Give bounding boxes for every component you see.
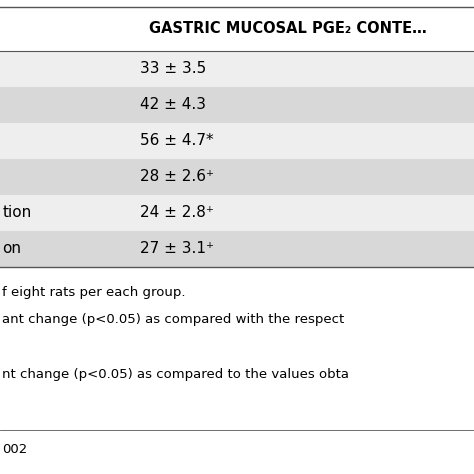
Bar <box>0 7 474 51</box>
Bar <box>0 159 474 195</box>
Text: 002: 002 <box>2 443 27 456</box>
Text: 27 ± 3.1⁺: 27 ± 3.1⁺ <box>140 241 214 256</box>
Bar <box>0 195 474 231</box>
Text: 42 ± 4.3: 42 ± 4.3 <box>140 97 206 112</box>
Bar <box>0 123 474 159</box>
Bar <box>0 231 474 267</box>
Text: GASTRIC MUCOSAL PGE₂ CONTE…: GASTRIC MUCOSAL PGE₂ CONTE… <box>149 21 427 36</box>
Text: nt change (p<0.05) as compared to the values obta: nt change (p<0.05) as compared to the va… <box>2 368 349 381</box>
Bar <box>0 87 474 123</box>
Text: 33 ± 3.5: 33 ± 3.5 <box>140 61 206 76</box>
Text: 56 ± 4.7*: 56 ± 4.7* <box>140 133 213 148</box>
Text: f eight rats per each group.: f eight rats per each group. <box>2 286 186 299</box>
Text: 24 ± 2.8⁺: 24 ± 2.8⁺ <box>140 205 214 220</box>
Text: ant change (p<0.05) as compared with the respect: ant change (p<0.05) as compared with the… <box>2 313 345 326</box>
Text: on: on <box>2 241 21 256</box>
Bar <box>0 51 474 87</box>
Text: 28 ± 2.6⁺: 28 ± 2.6⁺ <box>140 169 214 184</box>
Text: tion: tion <box>2 205 32 220</box>
